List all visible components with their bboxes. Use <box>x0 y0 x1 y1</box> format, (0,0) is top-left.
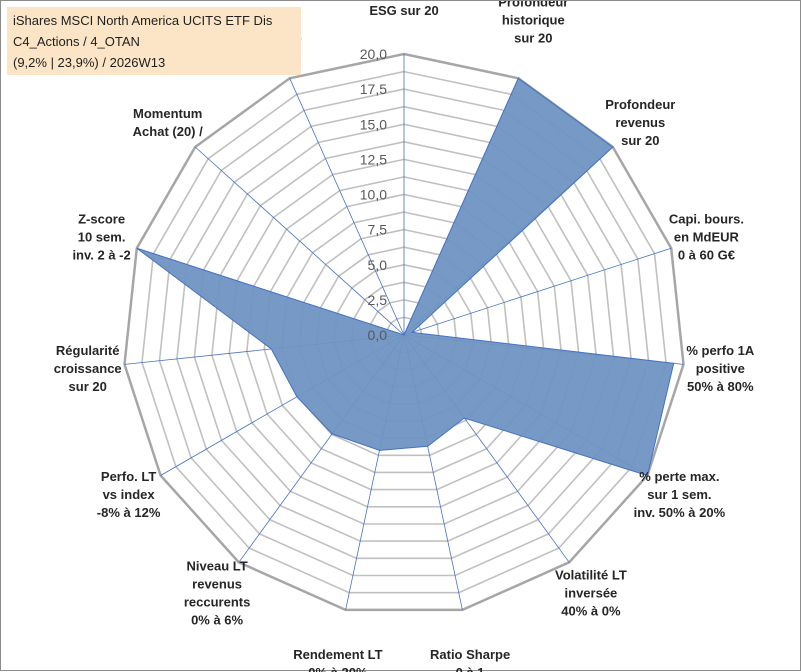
radar-series <box>136 77 675 477</box>
radar-grid-ring <box>211 140 597 525</box>
radar-axis-label-line: inv. 2 à -2 <box>72 248 130 263</box>
radar-axis-label-line: Capi. bours. <box>669 212 744 227</box>
radar-axis-label: Régularité croissance sur 20 <box>54 343 122 394</box>
radar-axis-label-line: Niveau LT <box>187 558 248 573</box>
radar-axis-label-line: Profondeur <box>605 97 675 112</box>
radar-tick-labels: 0,0 2,5 5,0 7,5 10,0 12,5 15,0 17,5 20,0 <box>360 46 387 343</box>
radar-tick-label: 0,0 <box>368 327 388 343</box>
radar-tick-label: 2,5 <box>368 292 388 308</box>
radar-axis-label-line: revenus <box>615 115 665 130</box>
radar-axis-label-line: revenus <box>192 576 242 591</box>
radar-axis-label-line: Rendement LT <box>293 647 382 662</box>
radar-axis-label-line: sur 20 <box>514 31 552 46</box>
radar-axis-label: Niveau LT revenus reccurents 0% à 6% <box>184 558 250 627</box>
radar-axis-label-line: Profondeur <box>498 1 568 10</box>
radar-spoke <box>289 78 405 336</box>
radar-axis-label-line: Perfo. LT <box>101 469 156 484</box>
radar-axis-label-line: 40% à 0% <box>561 603 621 618</box>
radar-axis-label-line: 0 à 60 G€ <box>678 248 735 263</box>
radar-axis-label-line: reccurents <box>184 594 250 609</box>
title-line-3: (9,2% | 23,9%) / 2026W13 <box>13 55 166 70</box>
radar-tick-label: 12,5 <box>360 151 387 167</box>
radar-grid-ring <box>263 193 545 474</box>
radar-axis-label-line: % perte max. <box>639 469 719 484</box>
radar-axis-label-line: 50% à 80% <box>687 379 754 394</box>
title-box: iShares MSCI North America UCITS ETF Dis… <box>7 7 301 75</box>
radar-axis-label: Ratio Sharpe 0 à 1 <box>430 647 510 672</box>
radar-axis-label: Profondeur revenus sur 20 <box>605 97 675 148</box>
radar-tick-label: 5,0 <box>368 257 388 273</box>
radar-axis-label: Volatilité LT inversée 40% à 0% <box>555 567 627 618</box>
radar-axis-label: % perfo 1A positive 50% à 80% <box>686 343 755 394</box>
radar-axis-label-line: -8% à 12% <box>97 505 161 520</box>
radar-outer-ring <box>123 52 685 612</box>
title-line-2: C4_Actions / 4_OTAN <box>13 34 140 49</box>
radar-axis-label-line: Ratio Sharpe <box>430 647 510 662</box>
radar-spoke <box>403 247 672 336</box>
radar-axis-label-line: 0% à 6% <box>191 612 243 627</box>
title-line-1: iShares MSCI North America UCITS ETF Dis <box>13 13 273 28</box>
radar-axis-label-line: % perfo 1A <box>686 343 755 358</box>
radar-spoke <box>194 146 405 336</box>
radar-axis-label-line: Achat (20) / <box>133 124 203 139</box>
radar-axis-label-line: sur 20 <box>621 133 659 148</box>
radar-axis-label-line: inv. 50% à 20% <box>634 505 726 520</box>
radar-grid-ring <box>193 123 615 542</box>
radar-axis-label: Capi. bours. en MdEUR 0 à 60 G€ <box>669 212 744 263</box>
radar-axis-label-line: sur 20 <box>69 379 107 394</box>
radar-axis-labels: NoteESG sur 20 Profondeur historique sur 20… <box>54 1 755 672</box>
radar-grid-ring <box>245 176 563 491</box>
radar-grid-ring <box>141 70 667 594</box>
radar-axis-label: Profondeur historique sur 20 <box>498 1 568 46</box>
radar-grid-ring <box>228 158 580 508</box>
radar-axis-label-line: Régularité <box>56 343 120 358</box>
radar-axis-label-line: Z-score <box>78 212 125 227</box>
radar-axis-label-line: inversée <box>565 585 618 600</box>
radar-axis-label-line: positive <box>696 361 745 376</box>
radar-axis-label: Perfo. LT vs index -8% à 12% <box>97 469 161 520</box>
radar-tick-label: 17,5 <box>360 81 387 97</box>
radar-grid-ring <box>176 105 632 560</box>
radar-axis-label-line: ESG sur 20 <box>369 3 438 18</box>
radar-grid-ring <box>158 88 650 577</box>
radar-axis-label-line: 10 sem. <box>78 230 126 245</box>
radar-tick-label: 15,0 <box>360 116 387 132</box>
radar-axis-label-line: Momentum <box>133 106 202 121</box>
radar-axis-label: Momentum Achat (20) / <box>133 106 203 139</box>
radar-axis-label-line: Volatilité LT <box>555 567 627 582</box>
radar-axis-label-line: 0 à 1 <box>456 665 485 672</box>
radar-axis-label-line: 0% à 20% <box>308 665 368 672</box>
radar-axis-label: Z-score 10 sem. inv. 2 à -2 <box>72 212 130 263</box>
radar-axis-label-line: historique <box>502 13 565 28</box>
radar-tick-label: 20,0 <box>360 46 387 62</box>
radar-axis-label-line: sur 1 sem. <box>647 487 711 502</box>
radar-axis-label-line: en MdEUR <box>674 230 740 245</box>
radar-axis-label-line: vs index <box>103 487 156 502</box>
radar-axis-label: % perte max. sur 1 sem. inv. 50% à 20% <box>634 469 726 520</box>
radar-grid-ring <box>280 211 528 457</box>
radar-tick-label: 10,0 <box>360 187 387 203</box>
radar-axis-label: Rendement LT 0% à 20% <box>293 647 382 672</box>
radar-axis-label: NoteESG sur 20 <box>369 3 438 18</box>
radar-axis-label-line: croissance <box>54 361 122 376</box>
radar-series-area <box>136 77 675 477</box>
radar-tick-label: 7,5 <box>368 222 388 238</box>
